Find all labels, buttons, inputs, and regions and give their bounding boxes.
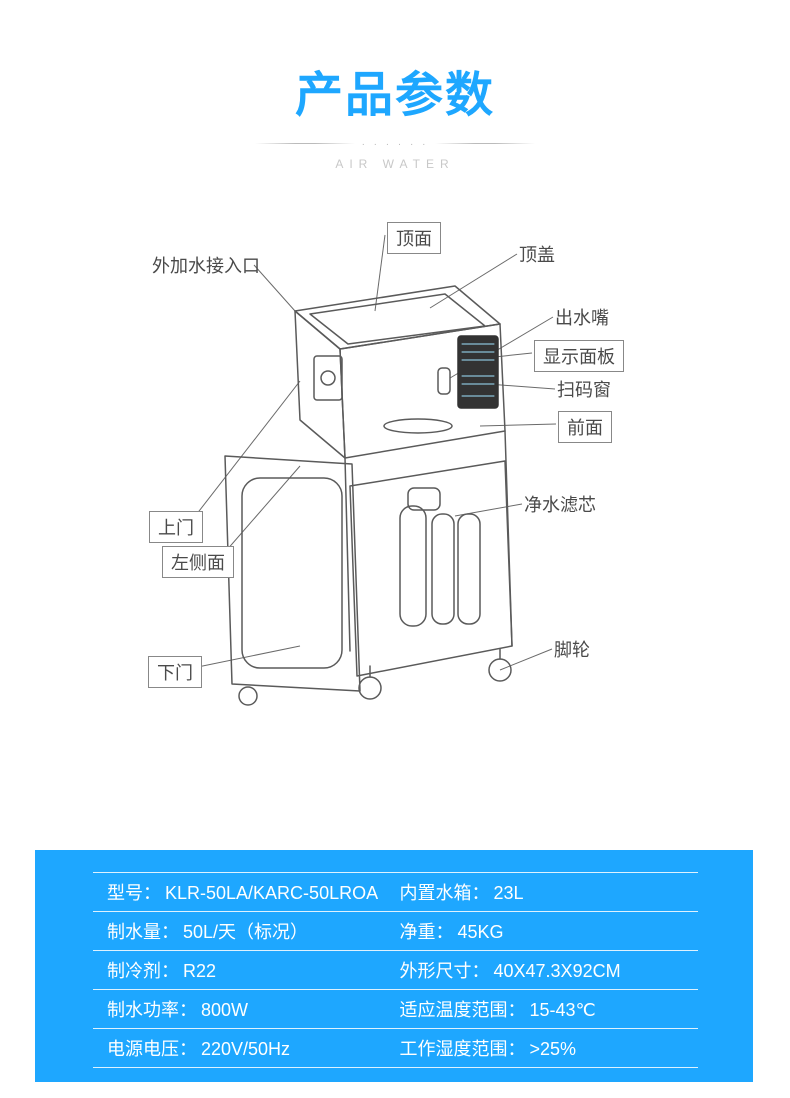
spec-row: 型号：KLR-50LA/KARC-50LROA内置水箱：23L: [93, 873, 698, 912]
spec-cell-left: 制水功率：800W: [93, 990, 396, 1029]
spec-value: 50L/天（标况）: [183, 922, 308, 942]
spec-row: 电源电压：220V/50Hz工作湿度范围：>25%: [93, 1029, 698, 1068]
callout-top-cover: 顶盖: [519, 241, 555, 267]
spec-row: 制冷剂：R22外形尺寸：40X47.3X92CM: [93, 951, 698, 990]
spec-cell-right: 外形尺寸：40X47.3X92CM: [396, 951, 699, 990]
callout-upper-door: 上门: [149, 511, 203, 543]
spec-value: 40X47.3X92CM: [494, 961, 621, 981]
page-title: 产品参数: [0, 55, 790, 125]
callout-caster: 脚轮: [554, 636, 590, 662]
callout-top-face: 顶面: [387, 222, 441, 254]
spec-label: 电源电压：: [107, 1039, 197, 1059]
product-diagram: 顶面顶盖 外加水接入口出水嘴显示面板扫码窗前面净水滤芯上门左侧面脚轮下门: [0, 186, 790, 741]
callout-spout: 出水嘴: [555, 304, 609, 330]
callout-filter: 净水滤芯: [524, 491, 596, 517]
spec-value: R22: [183, 961, 216, 981]
spec-table: 型号：KLR-50LA/KARC-50LROA内置水箱：23L制水量：50L/天…: [93, 872, 698, 1068]
spec-panel: 型号：KLR-50LA/KARC-50LROA内置水箱：23L制水量：50L/天…: [35, 850, 753, 1082]
diagram-svg: [0, 186, 790, 741]
spec-value: 800W: [201, 1000, 248, 1020]
callout-front-face: 前面: [558, 411, 612, 443]
callout-lower-door: 下门: [148, 656, 202, 688]
spec-label: 型号：: [107, 883, 161, 903]
spec-value: 15-43℃: [530, 1000, 596, 1020]
spec-cell-left: 制水量：50L/天（标况）: [93, 912, 396, 951]
spec-cell-left: 制冷剂：R22: [93, 951, 396, 990]
spec-value: >25%: [530, 1039, 577, 1059]
spec-cell-left: 型号：KLR-50LA/KARC-50LROA: [93, 873, 396, 912]
callout-left-face: 左侧面: [162, 546, 234, 578]
spec-value: KLR-50LA/KARC-50LROA: [165, 883, 378, 903]
spec-row: 制水功率：800W适应温度范围：15-43℃: [93, 990, 698, 1029]
spec-label: 制水功率：: [107, 1000, 197, 1020]
spec-value: 45KG: [458, 922, 504, 942]
title-decor: · · · · · ·: [255, 139, 535, 149]
spec-cell-right: 内置水箱：23L: [396, 873, 699, 912]
spec-label: 外形尺寸：: [400, 961, 490, 981]
callout-display-panel: 显示面板: [534, 340, 624, 372]
spec-cell-right: 净重：45KG: [396, 912, 699, 951]
spec-label: 适应温度范围：: [400, 1000, 526, 1020]
spec-label: 制冷剂：: [107, 961, 179, 981]
spec-cell-right: 适应温度范围：15-43℃: [396, 990, 699, 1029]
spec-label: 工作湿度范围：: [400, 1039, 526, 1059]
spec-value: 23L: [494, 883, 524, 903]
page-subtitle: AIR WATER: [0, 157, 790, 171]
spec-cell-right: 工作湿度范围：>25%: [396, 1029, 699, 1068]
callout-scan-window: 扫码窗: [557, 376, 611, 402]
spec-cell-left: 电源电压：220V/50Hz: [93, 1029, 396, 1068]
spec-value: 220V/50Hz: [201, 1039, 290, 1059]
spec-label: 内置水箱：: [400, 883, 490, 903]
spec-label: 净重：: [400, 922, 454, 942]
spec-row: 制水量：50L/天（标况）净重：45KG: [93, 912, 698, 951]
spec-label: 制水量：: [107, 922, 179, 942]
callout-water-inlet: 外加水接入口: [152, 252, 260, 278]
